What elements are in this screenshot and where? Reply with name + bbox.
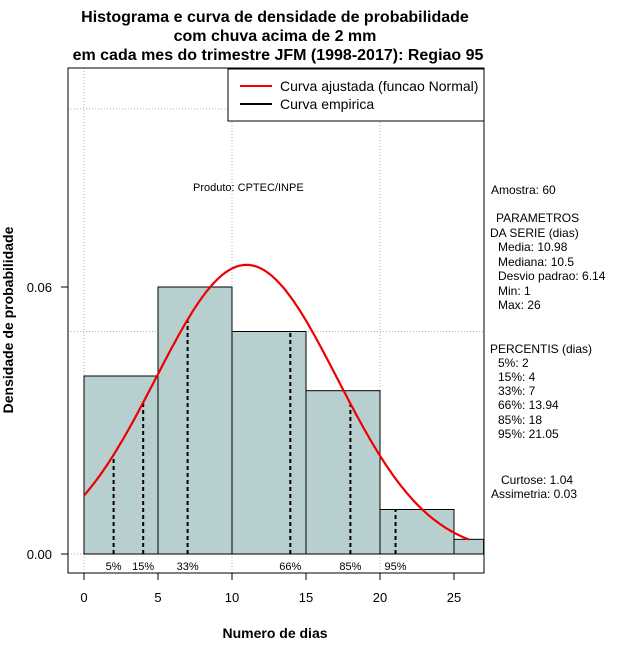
stat-p66: 66%: 13.94 [498, 398, 559, 412]
legend-label-fitted: Curva ajustada (funcao Normal) [280, 78, 478, 94]
stat-sample: Amostra: 60 [491, 183, 556, 197]
stat-max: Max: 26 [498, 298, 541, 312]
stat-percentis-title: PERCENTIS (dias) [490, 342, 592, 356]
chart-title-line-2: com chuva acima de 2 mm [174, 28, 377, 45]
percentile-label: 5% [106, 561, 122, 573]
histogram-bar [231, 331, 307, 555]
histogram-bar [453, 538, 485, 555]
stat-p33: 33%: 7 [498, 384, 536, 398]
stat-media: Media: 10.98 [498, 240, 568, 254]
x-tick-label: 5 [154, 590, 161, 605]
y-tick-label: 0.06 [27, 280, 52, 295]
stat-p85: 85%: 18 [498, 413, 542, 427]
y-tick-label: 0.00 [27, 547, 52, 562]
normal-curve [83, 263, 470, 541]
histogram-bar [305, 390, 381, 555]
percentile-label: 95% [385, 561, 407, 573]
stat-p95: 95%: 21.05 [498, 427, 559, 441]
x-tick-label: 20 [373, 590, 387, 605]
stat-p15: 15%: 4 [498, 370, 536, 384]
x-tick-label: 0 [80, 590, 87, 605]
stat-params-title: PARAMETROS [496, 211, 579, 225]
stat-min: Min: 1 [498, 284, 531, 298]
stat-params-subtitle: DA SERIE (dias) [490, 226, 579, 240]
x-axis-title: Numero de dias [222, 625, 327, 641]
stat-curtose: Curtose: 1.04 [501, 473, 573, 487]
percentile-lines: 5% 15% 33% 66% 85% 95% [106, 319, 407, 573]
chart-title-line-1: Histograma e curva de densidade de proba… [81, 9, 469, 26]
stats-panel: Amostra: 60 PARAMETROS DA SERIE (dias) M… [490, 183, 606, 501]
histogram-bars [83, 286, 485, 555]
x-tick-label: 25 [447, 590, 461, 605]
percentile-label: 66% [279, 561, 301, 573]
histogram-bar [83, 375, 159, 555]
plot-border [67, 67, 485, 574]
x-tick-label: 10 [225, 590, 239, 605]
x-tick-label: 15 [299, 590, 313, 605]
legend: Curva ajustada (funcao Normal) Curva emp… [227, 68, 485, 122]
stat-p5: 5%: 2 [498, 356, 529, 370]
stat-mediana: Mediana: 10.5 [498, 255, 574, 269]
percentile-label: 15% [132, 561, 154, 573]
histogram-bar [157, 286, 233, 555]
stat-assimetria: Assimetria: 0.03 [491, 487, 577, 501]
legend-label-empirical: Curva empirica [280, 96, 374, 112]
legend-box [227, 68, 485, 122]
product-annotation: Produto: CPTEC/INPE [193, 182, 304, 194]
normal-curve-layer [83, 263, 470, 541]
stat-desvio: Desvio padrao: 6.14 [498, 269, 606, 283]
chart-title-line-3: em cada mes do trimestre JFM (1998-2017)… [73, 47, 484, 64]
percentile-label: 33% [177, 561, 199, 573]
y-axis-title: Densidade de probabilidade [0, 226, 16, 413]
percentile-label: 85% [339, 561, 361, 573]
axes: 0 5 10 15 20 25 0.00 0.06 [27, 280, 462, 605]
histogram-bar [379, 509, 455, 555]
